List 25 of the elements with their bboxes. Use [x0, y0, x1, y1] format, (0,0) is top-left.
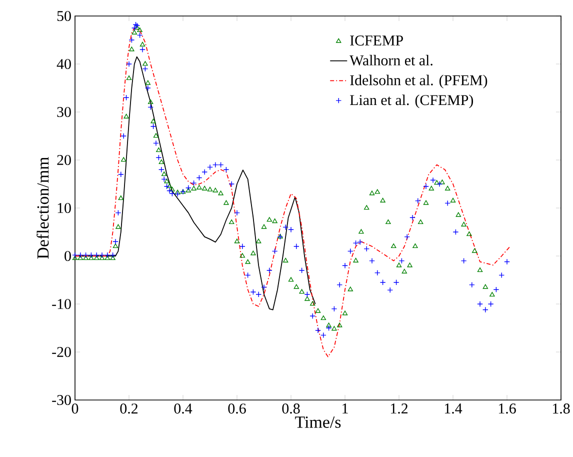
x-tick-label: 0 [72, 404, 78, 414]
y-tick-label: 0 [64, 250, 71, 262]
y-tick-label: 10 [58, 202, 71, 214]
legend-label: Lian et al. (CFEMP) [350, 94, 474, 108]
x-tick-label: 0.8 [282, 404, 300, 414]
y-axis-title: Deflection/mm [36, 156, 49, 259]
x-tick-label: 0.2 [120, 404, 138, 414]
x-axis-title: Time/s [295, 416, 341, 428]
x-tick-label: 0.4 [174, 404, 192, 414]
y-tick-label: -30 [52, 394, 71, 406]
y-tick-label: -20 [52, 346, 71, 358]
legend-label: Walhorn et al. [350, 54, 432, 66]
y-tick-label: 50 [57, 10, 71, 22]
y-tick-label: 40 [56, 58, 71, 70]
legend-label: Idelsohn et al. (PFEM) [350, 74, 488, 88]
x-tick-label: 1 [342, 404, 348, 414]
x-tick-label: 1.2 [390, 404, 408, 414]
y-tick-label: 30 [57, 106, 71, 118]
legend-label: ICFEMP [350, 36, 403, 46]
x-tick-label: 1.8 [552, 404, 570, 414]
y-tick-label: 20 [57, 154, 71, 166]
x-tick-label: 1.6 [498, 404, 516, 414]
y-tick-label: -10 [52, 298, 71, 310]
x-tick-label: 0.6 [228, 404, 246, 414]
x-tick-label: 1.4 [444, 404, 462, 414]
